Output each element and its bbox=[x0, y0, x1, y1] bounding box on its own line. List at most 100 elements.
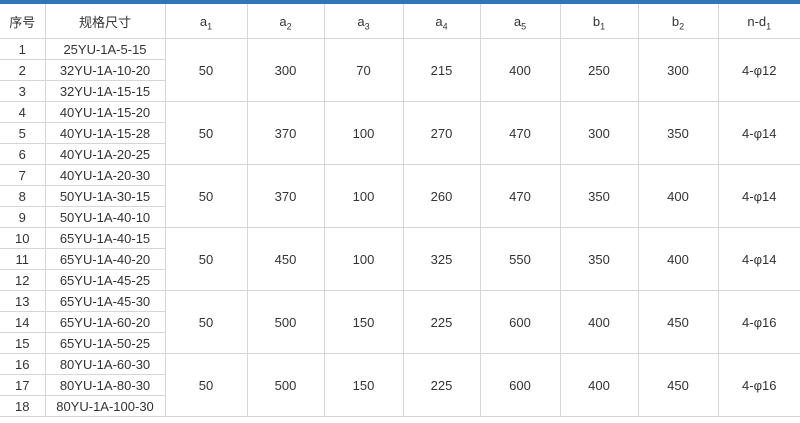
value-cell-b1: 400 bbox=[559, 290, 639, 354]
row-number-cell: 15 bbox=[0, 332, 46, 354]
value-cell-a5: 470 bbox=[479, 101, 561, 165]
row-number-cell: 7 bbox=[0, 164, 46, 186]
value-cell-b2: 350 bbox=[637, 101, 719, 165]
value-cell-a5: 470 bbox=[479, 164, 561, 228]
col-header-a3-sub: 3 bbox=[364, 21, 370, 32]
value-cell-a3: 150 bbox=[323, 353, 404, 417]
col-header-b1-base: b bbox=[592, 13, 601, 29]
value-cell-a5: 600 bbox=[479, 353, 561, 417]
value-cell-b1: 350 bbox=[559, 164, 639, 228]
value-cell-a4: 270 bbox=[402, 101, 481, 165]
col-header-a2-sub: 2 bbox=[286, 21, 292, 32]
spec-cell: 65YU-1A-40-20 bbox=[44, 248, 165, 270]
table-row: 10 65YU-1A-40-15 50 450 100 325 550 350 … bbox=[0, 227, 800, 291]
col-header-a2: a2 bbox=[246, 4, 325, 39]
spec-cell: 65YU-1A-45-30 bbox=[44, 290, 166, 312]
col-header-a1: a1 bbox=[164, 4, 248, 39]
spec-cell: 65YU-1A-60-20 bbox=[44, 311, 165, 333]
value-cell-a1: 50 bbox=[164, 101, 248, 165]
spec-cell: 25YU-1A-5-15 bbox=[44, 38, 166, 60]
value-cell-a4: 215 bbox=[402, 38, 481, 102]
value-cell-a3: 70 bbox=[323, 38, 404, 102]
value-cell-b2: 450 bbox=[637, 290, 719, 354]
value-cell-nd1: 4-φ14 bbox=[717, 101, 800, 165]
row-number-cell: 10 bbox=[0, 227, 46, 249]
col-header-serial: 序号 bbox=[0, 4, 46, 39]
table-row: 14 65YU-1A-60-20 bbox=[0, 311, 800, 333]
row-number-cell: 4 bbox=[0, 101, 46, 123]
col-header-b2-sub: 2 bbox=[679, 21, 685, 32]
row-number-cell: 2 bbox=[0, 59, 46, 81]
row-number-cell: 6 bbox=[0, 143, 46, 165]
table-row: 5 40YU-1A-15-28 bbox=[0, 122, 800, 144]
col-header-a3: a3 bbox=[323, 4, 404, 39]
table-row: 4 40YU-1A-15-20 50 370 100 270 470 300 3… bbox=[0, 101, 800, 165]
spec-cell: 50YU-1A-40-10 bbox=[44, 206, 165, 228]
value-cell-a3: 100 bbox=[323, 101, 404, 165]
table-row: 9 50YU-1A-40-10 bbox=[0, 206, 800, 228]
value-cell-a1: 50 bbox=[164, 38, 248, 102]
value-cell-a4: 260 bbox=[402, 164, 481, 228]
header-row: 序号 规格尺寸 a1 a2 a3 a4 a5 b1 b2 n-d1 bbox=[0, 4, 800, 39]
value-cell-a5: 400 bbox=[479, 38, 561, 102]
value-cell-nd1: 4-φ14 bbox=[717, 227, 800, 291]
row-number-cell: 1 bbox=[0, 38, 46, 60]
value-cell-a3: 100 bbox=[323, 227, 404, 291]
col-header-a4-base: a bbox=[435, 13, 443, 29]
row-number-cell: 9 bbox=[0, 206, 46, 228]
spec-table: 序号 规格尺寸 a1 a2 a3 a4 a5 b1 b2 n-d1 1 25YU… bbox=[0, 4, 800, 417]
value-cell-b2: 400 bbox=[637, 164, 719, 228]
value-cell-a2: 500 bbox=[246, 290, 325, 354]
col-header-nd1: n-d1 bbox=[717, 4, 800, 39]
col-header-a4: a4 bbox=[402, 4, 481, 39]
value-cell-a2: 450 bbox=[246, 227, 325, 291]
col-header-b2: b2 bbox=[637, 4, 719, 39]
value-cell-b2: 300 bbox=[637, 38, 719, 102]
value-cell-a4: 225 bbox=[402, 353, 481, 417]
top-accent-bar bbox=[0, 0, 800, 4]
value-cell-a4: 325 bbox=[402, 227, 481, 291]
spec-cell: 40YU-1A-20-25 bbox=[44, 143, 165, 165]
col-header-a2-base: a bbox=[279, 13, 287, 29]
row-number-cell: 5 bbox=[0, 122, 46, 144]
spec-cell: 40YU-1A-20-30 bbox=[44, 164, 166, 186]
value-cell-nd1: 4-φ14 bbox=[717, 164, 800, 228]
value-cell-a3: 100 bbox=[323, 164, 404, 228]
table-row: 18 80YU-1A-100-30 bbox=[0, 395, 800, 417]
value-cell-a4: 225 bbox=[402, 290, 481, 354]
col-header-a5-sub: 5 bbox=[521, 21, 527, 32]
spec-cell: 80YU-1A-100-30 bbox=[44, 395, 165, 417]
spec-cell: 40YU-1A-15-20 bbox=[44, 101, 166, 123]
table-row: 12 65YU-1A-45-25 bbox=[0, 269, 800, 291]
col-header-a4-sub: 4 bbox=[442, 21, 448, 32]
row-number-cell: 3 bbox=[0, 80, 46, 102]
spec-cell: 32YU-1A-15-15 bbox=[44, 80, 165, 102]
row-number-cell: 16 bbox=[0, 353, 46, 375]
value-cell-a1: 50 bbox=[164, 164, 248, 228]
table-row: 8 50YU-1A-30-15 bbox=[0, 185, 800, 207]
table-row: 15 65YU-1A-50-25 bbox=[0, 332, 800, 354]
col-header-spec: 规格尺寸 bbox=[44, 4, 166, 39]
value-cell-a1: 50 bbox=[164, 227, 248, 291]
row-number-cell: 13 bbox=[0, 290, 46, 312]
col-header-nd1-sub: 1 bbox=[766, 21, 772, 32]
value-cell-a5: 550 bbox=[479, 227, 561, 291]
value-cell-b2: 450 bbox=[637, 353, 719, 417]
spec-cell: 32YU-1A-10-20 bbox=[44, 59, 165, 81]
row-number-cell: 17 bbox=[0, 374, 46, 396]
row-number-cell: 12 bbox=[0, 269, 46, 291]
spec-cell: 50YU-1A-30-15 bbox=[44, 185, 165, 207]
table-row: 1 25YU-1A-5-15 50 300 70 215 400 250 300… bbox=[0, 38, 800, 102]
col-header-a5-base: a bbox=[513, 13, 522, 29]
row-number-cell: 18 bbox=[0, 395, 46, 417]
spec-cell: 65YU-1A-45-25 bbox=[44, 269, 165, 291]
spec-cell: 40YU-1A-15-28 bbox=[44, 122, 165, 144]
value-cell-a2: 500 bbox=[246, 353, 325, 417]
value-cell-nd1: 4-φ16 bbox=[717, 290, 800, 354]
value-cell-b1: 400 bbox=[559, 353, 639, 417]
col-header-b1-sub: 1 bbox=[600, 21, 606, 32]
value-cell-a1: 50 bbox=[164, 290, 248, 354]
value-cell-a2: 370 bbox=[246, 101, 325, 165]
col-header-a3-base: a bbox=[357, 13, 365, 29]
